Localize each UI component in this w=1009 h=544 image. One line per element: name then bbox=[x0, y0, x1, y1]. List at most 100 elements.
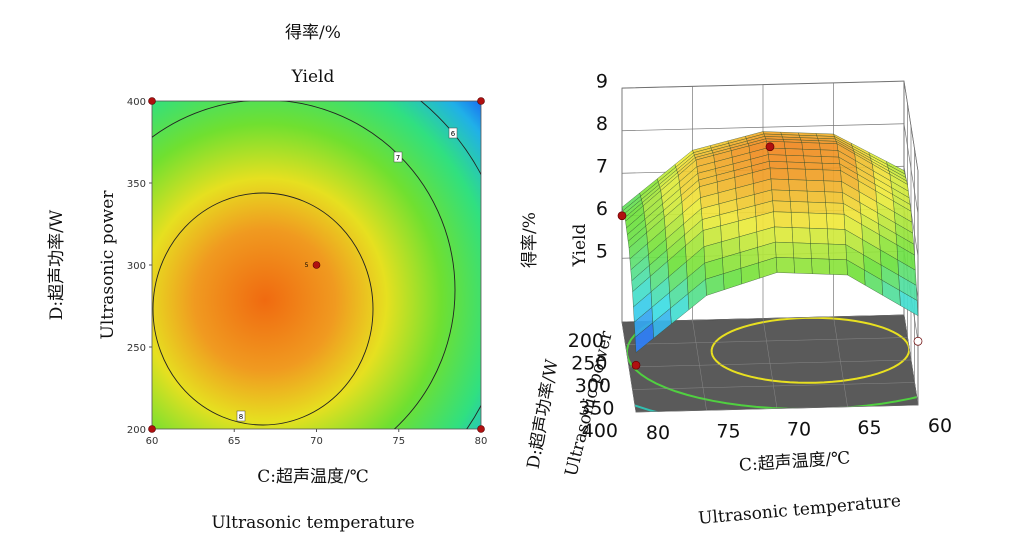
z-tick-label: 6 bbox=[596, 198, 608, 220]
contour-line bbox=[152, 101, 456, 429]
x-axis-label-en: Ultrasonic temperature bbox=[697, 491, 901, 529]
design-point bbox=[312, 261, 321, 269]
contour-label-box bbox=[236, 410, 246, 422]
surface-cell bbox=[768, 161, 788, 169]
y-axis-label: D:超声功率/W bbox=[47, 209, 67, 320]
contour-label: 7 bbox=[396, 154, 400, 162]
chart-subtitle: Yield bbox=[291, 67, 335, 87]
design-point bbox=[477, 425, 485, 433]
x-axis-label-en: Ultrasonic temperature bbox=[211, 513, 414, 533]
surface-cell bbox=[772, 200, 792, 213]
surface-cell bbox=[793, 257, 813, 274]
surface-cell bbox=[801, 142, 821, 150]
surface-cell bbox=[810, 243, 830, 260]
x-axis-label: C:超声温度/℃ bbox=[257, 467, 368, 487]
contour-label: 8 bbox=[239, 413, 243, 421]
surface-cell bbox=[808, 212, 828, 229]
surface-cell bbox=[790, 201, 809, 214]
y-tick-label: 250 bbox=[571, 353, 607, 375]
contour-line bbox=[152, 192, 374, 426]
y-tick-label: 200 bbox=[127, 425, 146, 436]
grid-line bbox=[632, 382, 915, 390]
grid-line bbox=[635, 404, 919, 413]
z-tick-label: 8 bbox=[596, 113, 608, 135]
x-tick-label: 75 bbox=[392, 436, 405, 447]
z-tick-label: 5 bbox=[596, 240, 608, 262]
design-point bbox=[913, 336, 923, 346]
surface-cell bbox=[785, 155, 805, 163]
y-axis-label: D:超声功率/W bbox=[524, 357, 563, 470]
surface-cell bbox=[821, 163, 841, 171]
grid-line bbox=[625, 337, 908, 345]
design-point bbox=[617, 211, 627, 221]
surface-cell bbox=[820, 156, 840, 164]
surface-cell bbox=[803, 155, 823, 164]
x-tick-label: 75 bbox=[716, 420, 740, 442]
surface-cell bbox=[784, 148, 804, 157]
x-tick-label: 80 bbox=[475, 436, 488, 447]
surface-cell bbox=[828, 259, 848, 276]
surface-cell bbox=[809, 228, 829, 245]
surface-cell bbox=[791, 227, 811, 244]
surface-cell bbox=[770, 178, 790, 191]
contour-label-box bbox=[393, 151, 403, 163]
y-tick-label: 400 bbox=[127, 97, 146, 108]
surface-cell bbox=[783, 141, 803, 150]
surface-cell bbox=[769, 167, 789, 180]
surface-cell bbox=[806, 190, 826, 203]
z-axis-label: 得率/% bbox=[520, 212, 540, 268]
contours bbox=[152, 101, 481, 429]
y-tick-label: 400 bbox=[582, 420, 618, 442]
surface-cell bbox=[790, 212, 810, 229]
design-point bbox=[477, 97, 485, 105]
design-point bbox=[765, 142, 775, 152]
surface-cell bbox=[826, 213, 846, 230]
y-tick-label: 350 bbox=[127, 179, 146, 190]
x-tick-label: 65 bbox=[857, 417, 881, 439]
z-axis-label-en: Yield bbox=[570, 224, 590, 268]
surface-cell bbox=[771, 189, 791, 202]
x-axis-label: C:超声温度/℃ bbox=[738, 448, 851, 476]
surface-cell bbox=[805, 180, 825, 192]
x-tick-label: 70 bbox=[310, 436, 323, 447]
surface-cell bbox=[827, 228, 846, 245]
surface-cell bbox=[820, 149, 839, 158]
surface-cell bbox=[823, 180, 843, 193]
surface-cell bbox=[827, 243, 847, 260]
y-axis-label-en: Ultrasonic power bbox=[98, 190, 118, 340]
x-tick-label: 65 bbox=[228, 436, 241, 447]
y-tick-label: 200 bbox=[568, 330, 604, 352]
surface-cell bbox=[825, 202, 845, 215]
contour-label: 6 bbox=[451, 130, 456, 138]
x-tick-label: 60 bbox=[928, 415, 952, 437]
x-tick-label: 60 bbox=[146, 436, 159, 447]
x-tick-label: 80 bbox=[646, 422, 670, 444]
surface-cell bbox=[802, 149, 822, 157]
y-tick-label: 350 bbox=[578, 398, 614, 420]
x-tick-label: 70 bbox=[787, 419, 811, 441]
surface-cell bbox=[822, 169, 842, 182]
surface-cell bbox=[824, 191, 844, 204]
design-point bbox=[631, 360, 641, 370]
surface-cell bbox=[807, 201, 827, 214]
z-tick-label: 9 bbox=[596, 70, 608, 92]
surface-cell bbox=[819, 142, 839, 151]
surface-cell bbox=[774, 226, 794, 243]
surface-cell bbox=[775, 241, 794, 259]
grid-line bbox=[628, 359, 912, 368]
surface-cell bbox=[811, 258, 831, 275]
point-label: 5 bbox=[305, 262, 309, 269]
surface-cell bbox=[634, 322, 654, 353]
surface-cell bbox=[792, 242, 812, 259]
design-point bbox=[148, 97, 156, 105]
surface-cell bbox=[805, 169, 824, 181]
surface-cell bbox=[788, 179, 808, 192]
contour-label-box bbox=[448, 127, 458, 139]
design-point bbox=[148, 425, 156, 433]
chart-title: 得率/% bbox=[285, 23, 341, 43]
surface-cell bbox=[775, 257, 795, 274]
surface-cell bbox=[787, 168, 807, 181]
y-tick-label: 250 bbox=[127, 343, 146, 354]
surface-cell bbox=[789, 190, 809, 203]
